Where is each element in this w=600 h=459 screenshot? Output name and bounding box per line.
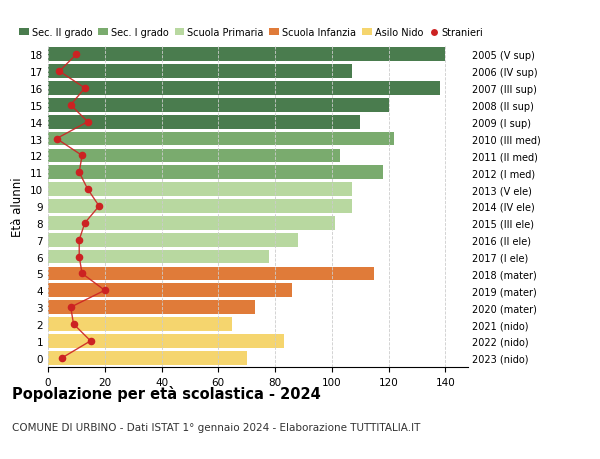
Bar <box>48 334 284 348</box>
Bar <box>48 318 232 331</box>
Text: COMUNE DI URBINO - Dati ISTAT 1° gennaio 2024 - Elaborazione TUTTITALIA.IT: COMUNE DI URBINO - Dati ISTAT 1° gennaio… <box>12 422 421 432</box>
Point <box>80 220 89 227</box>
Point <box>52 135 61 143</box>
Bar <box>48 183 352 196</box>
Point <box>80 85 89 92</box>
Bar <box>48 267 374 281</box>
Point <box>77 152 87 160</box>
Bar <box>48 217 335 230</box>
Bar <box>48 48 445 62</box>
Point <box>86 337 95 345</box>
Bar <box>48 233 298 247</box>
Bar <box>48 99 389 112</box>
Point <box>77 270 87 278</box>
Point <box>74 253 84 261</box>
Bar <box>48 200 352 213</box>
Y-axis label: Età alunni: Età alunni <box>11 177 25 236</box>
Point <box>71 51 81 59</box>
Point <box>94 203 104 210</box>
Bar <box>48 65 352 79</box>
Bar <box>48 284 292 297</box>
Point <box>66 102 76 109</box>
Bar <box>48 301 255 314</box>
Bar <box>48 149 340 163</box>
Bar <box>48 250 269 264</box>
Legend: Sec. II grado, Sec. I grado, Scuola Primaria, Scuola Infanzia, Asilo Nido, Stran: Sec. II grado, Sec. I grado, Scuola Prim… <box>19 28 483 38</box>
Bar <box>48 166 383 180</box>
Point <box>55 68 64 76</box>
Point <box>66 304 76 311</box>
Bar <box>48 82 440 95</box>
Point <box>74 169 84 177</box>
Point <box>69 321 79 328</box>
Bar <box>48 116 360 129</box>
Point <box>83 119 92 126</box>
Point <box>100 287 110 294</box>
Bar <box>48 132 394 146</box>
Bar <box>48 351 247 365</box>
Point <box>58 354 67 362</box>
Point <box>74 236 84 244</box>
Text: Popolazione per età scolastica - 2024: Popolazione per età scolastica - 2024 <box>12 386 321 402</box>
Point <box>83 186 92 193</box>
